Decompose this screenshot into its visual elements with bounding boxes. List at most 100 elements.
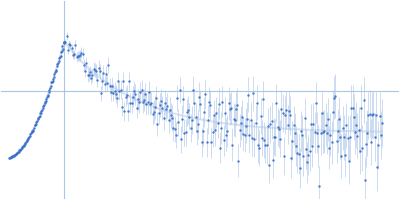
Point	[46, 88, 53, 91]
Point	[83, 61, 90, 65]
Point	[185, 109, 191, 112]
Point	[356, 128, 362, 131]
Point	[374, 165, 380, 168]
Point	[144, 101, 151, 104]
Point	[187, 127, 194, 130]
Point	[78, 51, 85, 54]
Point	[379, 121, 385, 125]
Point	[201, 111, 207, 114]
Point	[229, 143, 236, 146]
Point	[32, 123, 38, 126]
Point	[143, 103, 150, 106]
Point	[364, 131, 370, 134]
Point	[370, 113, 376, 116]
Point	[173, 133, 179, 136]
Point	[270, 158, 276, 161]
Point	[164, 104, 170, 108]
Point	[120, 80, 126, 83]
Point	[238, 122, 244, 125]
Point	[25, 136, 32, 140]
Point	[174, 97, 180, 100]
Point	[216, 102, 222, 105]
Point	[111, 89, 118, 92]
Point	[56, 60, 62, 63]
Point	[273, 101, 280, 105]
Point	[295, 153, 302, 156]
Point	[46, 91, 52, 94]
Point	[110, 91, 116, 94]
Point	[314, 131, 320, 134]
Point	[12, 152, 19, 156]
Point	[300, 155, 307, 158]
Point	[106, 85, 113, 88]
Point	[54, 64, 60, 67]
Point	[39, 108, 45, 112]
Point	[33, 121, 40, 124]
Point	[358, 106, 364, 109]
Point	[219, 100, 226, 103]
Point	[48, 81, 54, 84]
Point	[244, 118, 250, 121]
Point	[18, 147, 24, 150]
Point	[326, 146, 332, 150]
Point	[25, 137, 31, 140]
Point	[126, 80, 132, 83]
Point	[22, 142, 28, 145]
Point	[333, 139, 340, 142]
Point	[302, 117, 308, 120]
Point	[112, 92, 119, 96]
Point	[154, 122, 161, 125]
Point	[267, 123, 274, 126]
Point	[70, 53, 76, 56]
Point	[169, 116, 175, 120]
Point	[136, 100, 142, 104]
Point	[15, 150, 21, 153]
Point	[43, 97, 50, 100]
Point	[360, 98, 367, 101]
Point	[214, 121, 221, 124]
Point	[278, 107, 284, 110]
Point	[80, 52, 86, 55]
Point	[105, 63, 112, 66]
Point	[165, 119, 172, 122]
Point	[38, 109, 45, 113]
Point	[9, 155, 16, 158]
Point	[243, 124, 249, 127]
Point	[48, 85, 54, 88]
Point	[7, 156, 14, 159]
Point	[246, 134, 253, 137]
Point	[132, 93, 138, 96]
Point	[296, 167, 303, 170]
Point	[152, 106, 158, 109]
Point	[100, 71, 107, 75]
Point	[41, 104, 47, 107]
Point	[240, 132, 246, 136]
Point	[47, 86, 53, 89]
Point	[369, 114, 375, 117]
Point	[312, 101, 319, 104]
Point	[102, 82, 108, 85]
Point	[230, 117, 237, 121]
Point	[37, 112, 43, 115]
Point	[211, 113, 217, 116]
Point	[30, 129, 36, 132]
Point	[62, 40, 69, 43]
Point	[26, 134, 33, 137]
Point	[378, 133, 384, 137]
Point	[142, 92, 148, 95]
Point	[260, 98, 266, 101]
Point	[281, 154, 287, 158]
Point	[148, 101, 154, 105]
Point	[204, 118, 211, 121]
Point	[350, 116, 357, 119]
Point	[239, 116, 245, 119]
Point	[68, 47, 75, 50]
Point	[349, 106, 356, 110]
Point	[283, 108, 290, 112]
Point	[218, 126, 224, 130]
Point	[315, 144, 321, 147]
Point	[255, 144, 261, 147]
Point	[168, 114, 174, 117]
Point	[332, 95, 338, 98]
Point	[207, 103, 214, 106]
